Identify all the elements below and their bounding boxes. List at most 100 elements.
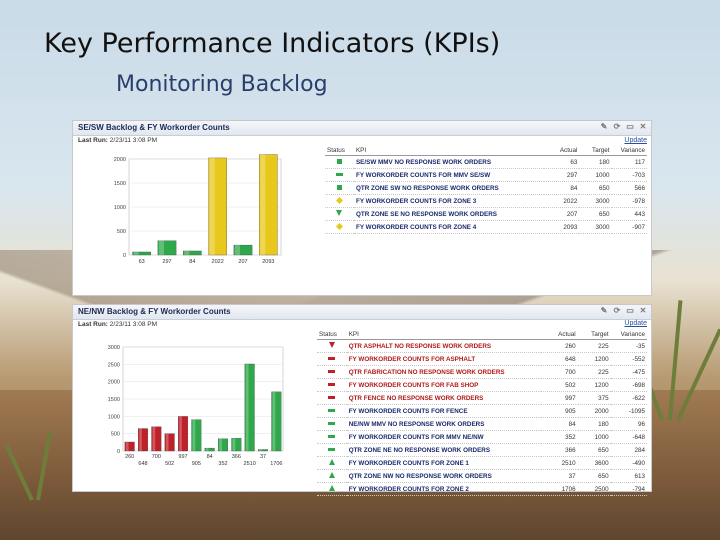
kpi-panel-ne-nw: NE/NW Backlog & FY Workorder Counts ✎ ⟳ … (72, 304, 652, 496)
edit-icon[interactable]: ✎ (600, 306, 608, 315)
kpi-name[interactable]: FY WORKORDER COUNTS FOR MMV SE/SW (353, 168, 544, 182)
update-link[interactable]: Update (624, 137, 647, 144)
bar[interactable] (233, 244, 253, 256)
kpi-name[interactable]: FY WORKORDER COUNTS FOR ZONE 1 (346, 456, 542, 470)
table-row[interactable]: QTR FABRICATION NO RESPONSE WORK ORDERS 7… (317, 365, 647, 379)
actual-value: 648 (541, 352, 578, 366)
kpi-name[interactable]: FY WORKORDER COUNTS FOR ASPHALT (346, 352, 542, 366)
bar-highlight (205, 448, 209, 451)
kpi-name[interactable]: QTR ZONE SW NO RESPONSE WORK ORDERS (353, 181, 544, 195)
kpi-name[interactable]: FY WORKORDER COUNTS FOR ZONE 3 (353, 194, 544, 208)
kpi-name[interactable]: FY WORKORDER COUNTS FOR ZONE 2 (346, 482, 542, 496)
close-icon[interactable]: ✕ (639, 122, 647, 131)
minimize-icon[interactable]: ▭ (626, 122, 634, 131)
variance-value: -1095 (610, 404, 647, 418)
variance-value: -907 (611, 220, 647, 234)
bar[interactable] (259, 154, 278, 256)
column-header[interactable]: KPI (346, 329, 542, 340)
last-run-value: 2/23/11 3:08 PM (109, 321, 158, 328)
kpi-name[interactable]: QTR ZONE NW NO RESPONSE WORK ORDERS (346, 469, 542, 483)
bar[interactable] (132, 251, 151, 256)
table-row[interactable]: FY WORKORDER COUNTS FOR ZONE 1 2510 3600 -4… (317, 456, 647, 470)
bar[interactable] (244, 363, 255, 452)
table-row[interactable]: QTR ZONE SE NO RESPONSE WORK ORDERS 207 65… (325, 207, 647, 221)
update-link[interactable]: Update (624, 320, 647, 327)
kpi-name[interactable]: FY WORKORDER COUNTS FOR FAB SHOP (346, 378, 542, 392)
bar[interactable] (191, 419, 202, 452)
bar[interactable] (164, 433, 175, 452)
bar[interactable] (151, 426, 162, 452)
column-header[interactable]: KPI (353, 145, 544, 156)
edit-icon[interactable]: ✎ (600, 122, 608, 131)
column-header[interactable]: Actual (541, 329, 578, 340)
bar-highlight (209, 157, 215, 255)
column-header[interactable]: Variance (611, 145, 647, 156)
table-row[interactable]: FY WORKORDER COUNTS FOR ASPHALT 648 1200 -5… (317, 352, 647, 366)
bar[interactable] (183, 250, 202, 256)
table-row[interactable]: QTR ZONE NW NO RESPONSE WORK ORDERS 37 650… (317, 469, 647, 483)
table-row[interactable]: FY WORKORDER COUNTS FOR ZONE 3 2022 3000 -9… (325, 194, 647, 208)
target-value: 1000 (577, 430, 611, 444)
table-row[interactable]: FY WORKORDER COUNTS FOR MMV SE/SW 297 1000… (325, 168, 647, 182)
table-row[interactable]: SE/SW MMV NO RESPONSE WORK ORDERS 63 180 11… (325, 155, 647, 169)
column-header[interactable]: Variance (610, 329, 647, 340)
status-up-arrow-icon (328, 485, 335, 491)
bar[interactable] (208, 157, 227, 256)
table-row[interactable]: QTR FENCE NO RESPONSE WORK ORDERS 997 375-… (317, 391, 647, 405)
column-header[interactable]: Status (317, 329, 347, 340)
y-tick-label: 2500 (108, 362, 120, 368)
status-down-arrow-icon (328, 342, 335, 348)
kpi-name[interactable]: QTR FENCE NO RESPONSE WORK ORDERS (346, 391, 542, 405)
status-cell (317, 339, 347, 353)
bar[interactable] (231, 438, 242, 452)
bar[interactable] (157, 240, 177, 256)
table-row[interactable]: FY WORKORDER COUNTS FOR MMV NE/NW 352 1000… (317, 430, 647, 444)
kpi-name[interactable]: SE/SW MMV NO RESPONSE WORK ORDERS (353, 155, 544, 169)
bar-highlight (139, 428, 142, 451)
close-icon[interactable]: ✕ (639, 306, 647, 315)
bar-highlight (232, 438, 236, 451)
table-row[interactable]: QTR ZONE NE NO RESPONSE WORK ORDERS 366 65… (317, 443, 647, 457)
column-header[interactable]: Actual (543, 145, 580, 156)
y-tick-label: 3000 (108, 345, 120, 351)
bar-highlight (245, 363, 249, 451)
last-run-label: Last Run: (78, 137, 108, 144)
table-row[interactable]: FY WORKORDER COUNTS FOR FENCE 905 2000 -109… (317, 404, 647, 418)
bar[interactable] (204, 447, 215, 452)
bar[interactable] (271, 391, 282, 452)
table-row[interactable]: FY WORKORDER COUNTS FOR FAB SHOP 502 1200-… (317, 378, 647, 392)
variance-value: -978 (611, 194, 647, 208)
kpi-name[interactable]: QTR ASPHALT NO RESPONSE WORK ORDERS (346, 339, 542, 353)
kpi-name[interactable]: FY WORKORDER COUNTS FOR MMV NE/NW (346, 430, 542, 444)
table-row[interactable]: FY WORKORDER COUNTS FOR ZONE 2 1706 2500 -7… (317, 482, 647, 496)
kpi-name[interactable]: QTR ZONE NE NO RESPONSE WORK ORDERS (346, 443, 542, 457)
target-value: 650 (577, 443, 611, 457)
refresh-icon[interactable]: ⟳ (613, 122, 621, 131)
bar-highlight (272, 391, 276, 451)
kpi-name[interactable]: FY WORKORDER COUNTS FOR ZONE 4 (353, 220, 544, 234)
bar[interactable] (258, 449, 268, 452)
bar[interactable] (178, 416, 188, 452)
column-header[interactable]: Status (325, 145, 354, 156)
column-header[interactable]: Target (577, 329, 611, 340)
table-row[interactable]: FY WORKORDER COUNTS FOR ZONE 4 2093 3000 -9… (325, 220, 647, 234)
x-tick-label: 1706 (270, 461, 282, 467)
minimize-icon[interactable]: ▭ (626, 306, 634, 315)
bar[interactable] (138, 428, 148, 452)
table-row[interactable]: QTR ZONE SW NO RESPONSE WORK ORDERS 84 650… (325, 181, 647, 195)
table-header-row: Status KPI Actual Target Variance (325, 145, 647, 156)
kpi-name[interactable]: QTR FABRICATION NO RESPONSE WORK ORDERS (346, 365, 542, 379)
bar[interactable] (124, 441, 135, 452)
table-row[interactable]: QTR ASPHALT NO RESPONSE WORK ORDERS 260 22… (317, 339, 647, 353)
kpi-name[interactable]: QTR ZONE SE NO RESPONSE WORK ORDERS (353, 207, 544, 221)
refresh-icon[interactable]: ⟳ (613, 306, 621, 315)
table-row[interactable]: NE/NW MMV NO RESPONSE WORK ORDERS 84 180 96 (317, 417, 647, 431)
bar[interactable] (218, 438, 228, 452)
column-header[interactable]: Target (579, 145, 612, 156)
kpi-name[interactable]: FY WORKORDER COUNTS FOR FENCE (346, 404, 542, 418)
status-flat-icon (328, 356, 336, 360)
status-flat-icon (335, 172, 343, 176)
variance-value: -703 (611, 168, 647, 182)
kpi-name[interactable]: NE/NW MMV NO RESPONSE WORK ORDERS (346, 417, 542, 431)
x-tick-label: 84 (189, 259, 195, 265)
